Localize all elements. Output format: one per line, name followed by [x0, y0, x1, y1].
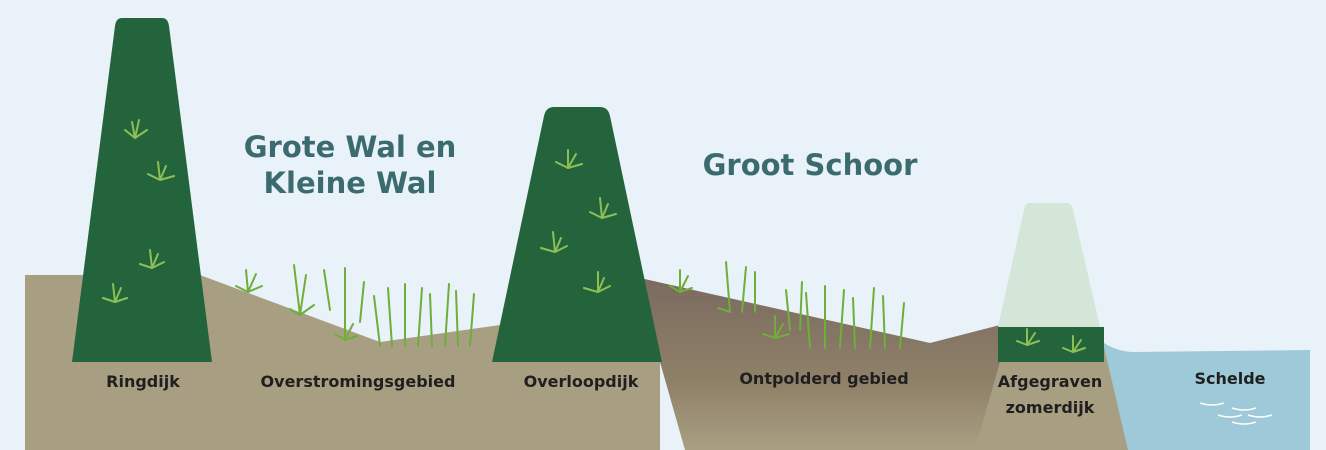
label: Overloopdijk — [524, 372, 639, 391]
zomerdijk — [998, 327, 1104, 362]
area-title: Groot Schoor — [703, 148, 918, 182]
label: Schelde — [1194, 369, 1265, 388]
water — [1100, 340, 1310, 450]
label: Ontpolderd gebied — [739, 369, 908, 388]
area-title: Kleine Wal — [264, 166, 437, 200]
label: Overstromingsgebied — [261, 372, 456, 391]
label: Ringdijk — [106, 372, 180, 391]
area-title: Grote Wal en — [244, 130, 457, 164]
label: Afgegraven — [998, 372, 1102, 391]
diagram: Grote Wal enKleine Wal Groot Schoor Ringdi… — [0, 0, 1326, 450]
label: zomerdijk — [1006, 398, 1095, 417]
